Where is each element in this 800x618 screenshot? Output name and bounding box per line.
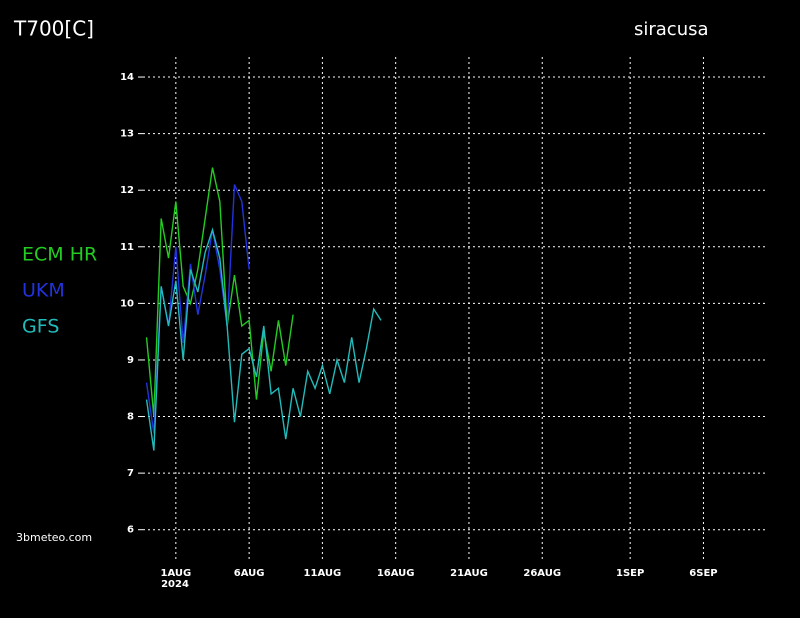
series-line	[145, 227, 382, 451]
y-tick-label: 6	[127, 525, 134, 536]
y-tick-label: 10	[120, 298, 134, 309]
x-tick-label: 26AUG	[523, 568, 561, 579]
x-tick-label: 1AUG	[160, 568, 191, 579]
x-tick-label: 6AUG	[234, 568, 265, 579]
y-tick-label: 13	[120, 129, 134, 140]
x-tick-label: 1SEP	[616, 568, 644, 579]
y-tick-label: 14	[120, 72, 134, 83]
y-tick-label: 12	[120, 185, 134, 196]
series-line	[145, 167, 294, 417]
y-tick-label: 7	[127, 468, 134, 479]
chart-title: T700[C]	[13, 17, 94, 41]
location: siracusa	[634, 19, 709, 40]
x-tick-label: 16AUG	[377, 568, 415, 579]
legend-entry: UKM	[22, 280, 65, 302]
legend-entry: ECM HR	[22, 244, 97, 266]
legend-entry: GFS	[22, 316, 59, 338]
y-tick-label: 8	[127, 412, 134, 423]
x-tick-label: 6SEP	[689, 568, 717, 579]
x-tick-label: 21AUG	[450, 568, 488, 579]
year-label: 2024	[161, 579, 189, 590]
x-tick-label: 11AUG	[304, 568, 342, 579]
y-tick-label: 9	[127, 355, 134, 366]
y-tick-label: 11	[120, 242, 134, 253]
credit: 3bmeteo.com	[16, 531, 92, 544]
